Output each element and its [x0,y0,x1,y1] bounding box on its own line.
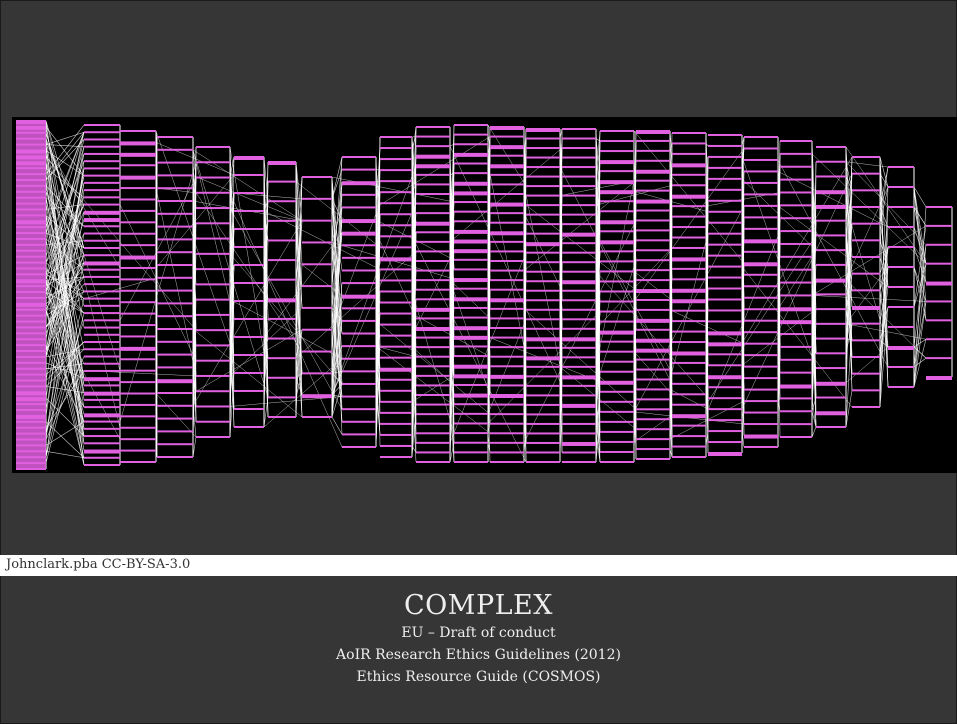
subtitle-line-2: AoIR Research Ethics Guidelines (2012) [336,647,621,663]
image-credit: Johnclark.pba CC-BY-SA-3.0 [6,557,191,572]
graph-nodes [16,120,952,470]
image-credit-bar: Johnclark.pba CC-BY-SA-3.0 [0,555,957,576]
subtitle-line-3: Ethics Resource Guide (COSMOS) [356,669,601,685]
network-graph-image [12,117,957,473]
network-graph [16,120,953,470]
subtitle-line-1: EU – Draft of conduct [401,625,556,641]
slide-title: COMPLEX [404,590,553,621]
title-block: COMPLEX EU – Draft of conduct AoIR Resea… [0,590,957,688]
